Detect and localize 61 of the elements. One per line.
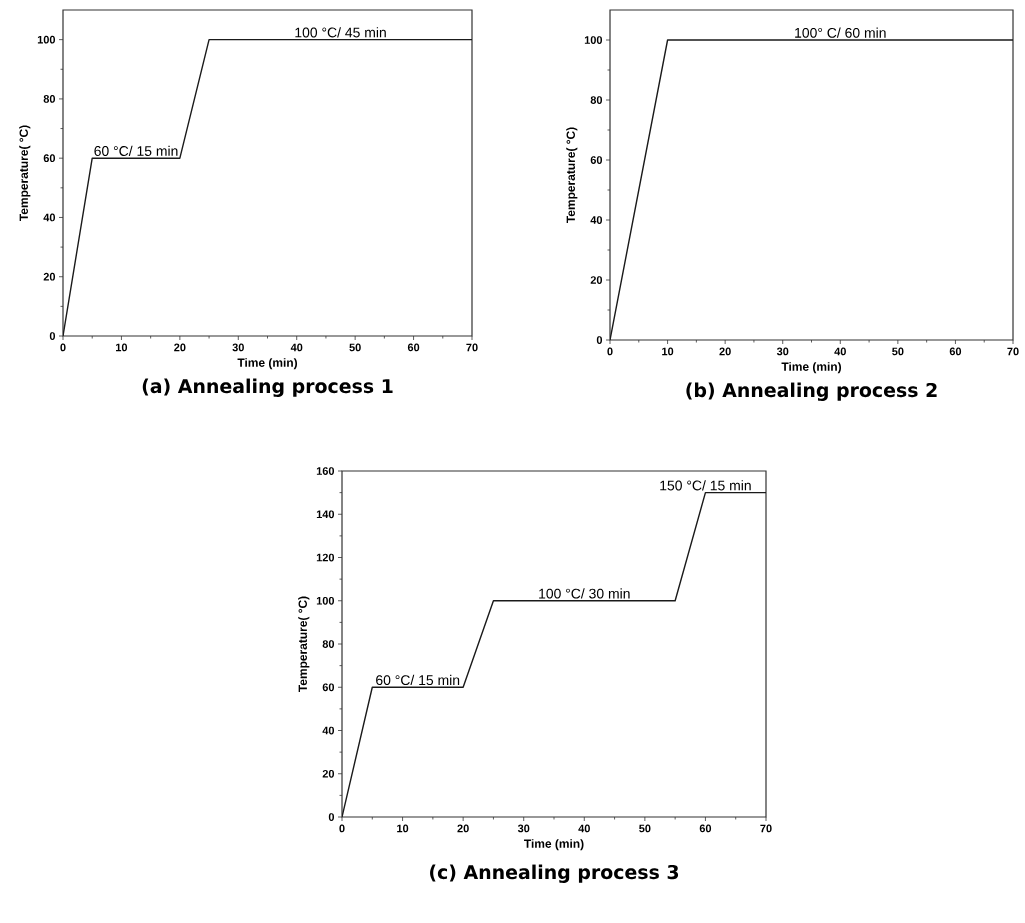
x-tick-label: 50 (349, 343, 361, 352)
x-tick-label: 20 (719, 347, 731, 356)
annotation: 100° C/ 60 min (795, 27, 886, 38)
y-tick-label: 20 (43, 272, 56, 281)
y-tick-label: 60 (322, 683, 335, 692)
y-tick-label: 100 (316, 596, 335, 605)
y-tick-label: 40 (43, 213, 56, 222)
x-tick-label: 70 (760, 824, 772, 833)
y-tick-label: 20 (590, 276, 603, 284)
x-tick-label: 60 (407, 343, 420, 352)
x-tick-label: 70 (1007, 347, 1019, 356)
x-tick-label: 60 (699, 824, 712, 833)
y-axis-title: Temperature( °C) (298, 596, 310, 692)
y-tick-label: 140 (316, 510, 335, 519)
annotation: 60 °C/ 15 min (94, 145, 178, 156)
y-tick-label: 20 (322, 769, 335, 778)
x-tick-label: 20 (457, 824, 469, 833)
y-axis-title: Temperature( °C) (566, 127, 578, 223)
x-tick-label: 50 (892, 347, 904, 356)
y-tick-label: 80 (43, 95, 56, 103)
x-tick-label: 30 (517, 824, 530, 833)
text: (a) Annealing process 1 (142, 378, 393, 398)
x-tick-label: 40 (578, 824, 590, 833)
annotation: 60 °C/ 15 min (376, 674, 460, 686)
x-tick-label: 0 (339, 824, 345, 833)
x-tick-label: 0 (607, 347, 613, 356)
y-tick-label: 40 (590, 216, 603, 224)
x-tick-label: 30 (776, 347, 789, 356)
x-tick-label: 20 (174, 343, 186, 352)
x-axis-title: Time (min) (781, 362, 842, 374)
y-tick-label: 0 (596, 336, 603, 344)
y-tick-label: 160 (316, 467, 335, 475)
x-tick-label: 10 (116, 343, 128, 352)
annotation: 100 °C/ 45 min (295, 27, 386, 38)
line-series (342, 491, 766, 818)
y-tick-label: 0 (49, 332, 56, 340)
y-axis-title: Temperature( °C) (19, 125, 31, 221)
x-axis-title: Time (min) (524, 839, 584, 851)
y-tick-label: 60 (590, 156, 603, 164)
y-tick-label: 0 (328, 813, 335, 821)
y-tick-label: 100 (584, 36, 603, 44)
x-tick-label: 40 (290, 343, 303, 352)
y-tick-label: 120 (316, 553, 335, 562)
y-tick-label: 80 (590, 96, 603, 104)
x-tick-label: 70 (466, 343, 478, 352)
x-tick-label: 10 (662, 347, 674, 356)
y-tick-label: 40 (322, 726, 335, 735)
text: (c) Annealing process 3 (430, 864, 679, 884)
x-tick-label: 10 (397, 824, 409, 833)
x-tick-label: 0 (60, 343, 66, 352)
text: (b) Annealing process 2 (686, 382, 937, 402)
x-axis-title: Time (min) (237, 358, 298, 370)
y-tick-label: 60 (43, 154, 56, 163)
annotation: 150 °C/ 15 min (660, 480, 751, 491)
y-tick-label: 80 (322, 640, 335, 648)
annotation: 100 °C/ 30 min (539, 588, 630, 599)
x-tick-label: 30 (232, 343, 244, 352)
x-tick-label: 60 (949, 347, 962, 356)
x-tick-label: 50 (639, 824, 651, 833)
y-tick-label: 100 (37, 35, 56, 44)
x-tick-label: 40 (834, 347, 846, 356)
